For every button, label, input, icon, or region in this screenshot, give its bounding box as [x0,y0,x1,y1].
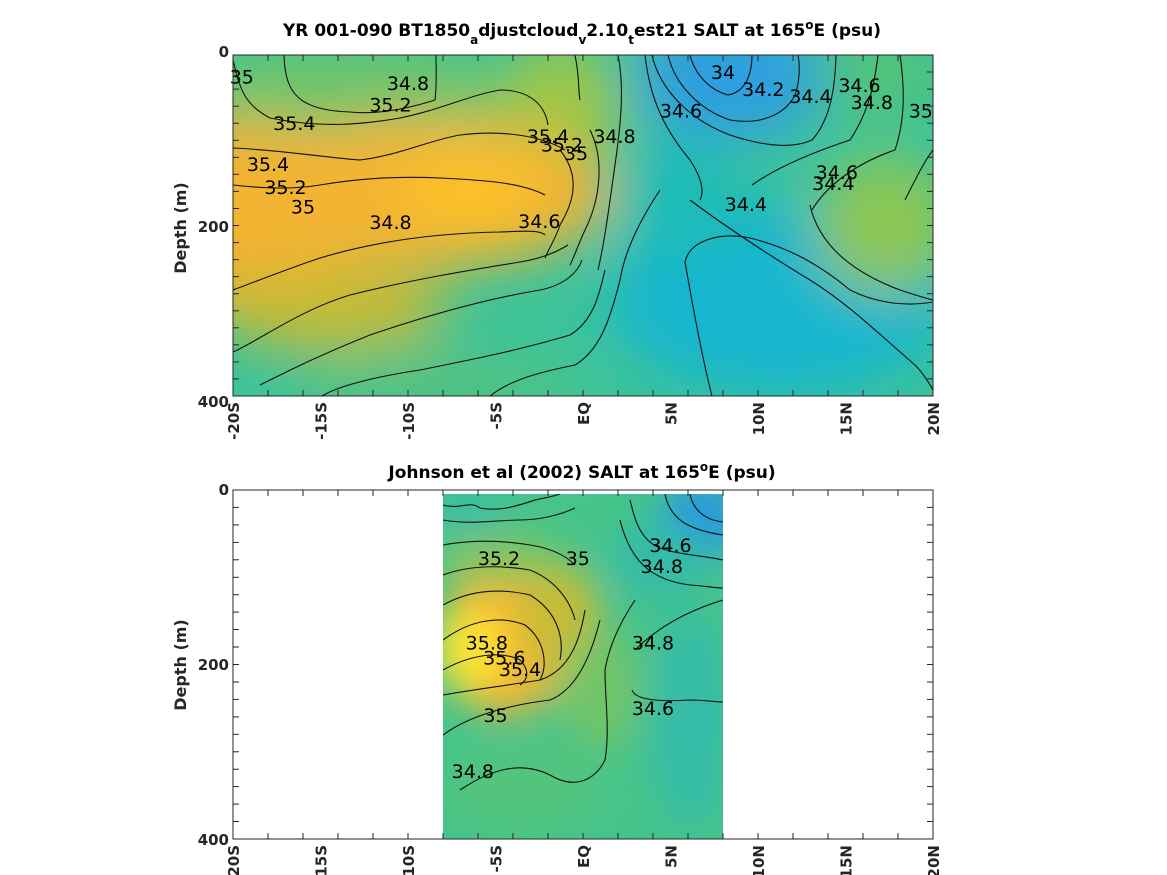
top-xtick-label-7: 15N [838,402,856,435]
top-contour-label-14: 34 [711,62,735,84]
bottom-xtick-label-8: 20N [925,845,943,875]
top-contour-label-5: 35.2 [264,177,306,199]
bottom-contour-label-3: 34.8 [641,556,683,578]
bottom-xtick-label-7: 15N [838,845,856,875]
bottom-xtick-label-4: EQ [575,845,593,868]
top-xtick-label-5: 5N [663,402,681,425]
bottom-contour-label-10: 34.8 [452,761,494,783]
top-contour-label-4: 35.4 [247,154,289,176]
top-contour-label-6: 35 [291,197,315,219]
bottom-panel: Johnson et al (2002) SALT at 165oE (psu) [171,460,943,875]
top-contour-label-12: 34.8 [593,126,635,148]
bottom-xtick-label-2: -10S [400,845,418,875]
bottom-x-tick-labels: -20S -15S -10S -5S EQ 5N 10N 15N 20N [225,845,943,875]
top-contour-label-2: 35.2 [369,94,411,116]
top-x-tick-labels: -20S -15S -10S -5S EQ 5N 10N 15N 20N [225,402,943,440]
bottom-ytick-0: 0 [219,481,229,499]
top-contour-lines [233,55,933,396]
top-contour-label-15: 34.2 [742,79,784,101]
bottom-contour-label-4: 35.8 [466,633,508,655]
top-contour-label-20: 34.4 [725,194,767,216]
bottom-ytick-400: 400 [198,831,229,849]
top-contour-label-17: 34.6 [838,75,880,97]
bottom-xtick-label-6: 10N [750,845,768,875]
bottom-xtick-label-1: -15S [313,845,331,875]
bottom-y-axis-label: Depth (m) [171,619,190,711]
top-contour-label-18: 34.8 [851,92,893,114]
top-contour-label-3: 35.4 [273,113,315,135]
bottom-contour-label-1: 35 [566,548,590,570]
top-contour-label-8: 34.6 [518,211,560,233]
top-xtick-label-0: -20S [225,402,243,440]
bottom-xtick-label-5: 5N [663,845,681,868]
top-contour-label-22: 34.4 [812,173,854,195]
top-xtick-label-6: 10N [750,402,768,435]
bottom-contour-label-9: 34.6 [632,698,674,720]
bottom-contour-label-7: 34.8 [632,633,674,655]
bottom-contour-label-5: 35.6 [483,648,525,670]
top-xtick-label-8: 20N [925,402,943,435]
bottom-contour-label-6: 35.4 [499,659,541,681]
bottom-contour-label-8: 35 [483,705,507,727]
top-ytick-0: 0 [219,43,229,61]
top-xtick-label-4: EQ [575,402,593,425]
top-ytick-400: 400 [198,393,229,411]
bottom-xtick-label-3: -5S [488,845,506,872]
top-ytick-200: 200 [198,218,229,236]
top-contour-label-1: 34.8 [387,73,429,95]
top-xtick-label-3: -5S [488,402,506,429]
bottom-ytick-200: 200 [198,656,229,674]
top-contour-label-7: 34.8 [369,212,411,234]
bottom-panel-title: Johnson et al (2002) SALT at 165oE (psu) [387,460,775,483]
bottom-contour-label-0: 35.2 [478,548,520,570]
bottom-tick-marks [232,489,934,840]
top-contour-label-11: 35 [564,143,588,165]
top-xtick-label-2: -10S [400,402,418,440]
bottom-xtick-label-0: -20S [225,845,243,875]
top-contour-label-13: 34.6 [660,100,702,122]
top-panel-title: YR 001-090 BT1850adjustcloudv2.10test21 … [282,18,881,47]
bottom-salinity-field [443,494,723,839]
top-xtick-label-1: -15S [313,402,331,440]
top-contour-label-16: 34.4 [789,86,831,108]
top-panel: YR 001-090 BT1850adjustcloudv2.10test21 … [171,18,943,440]
top-y-axis-label: Depth (m) [171,182,190,274]
top-contour-label-10: 35.2 [541,135,583,157]
top-contour-label-21: 34.6 [816,162,858,184]
top-salinity-field [233,55,933,396]
bottom-contour-lines [443,494,723,791]
top-tick-marks [232,54,934,397]
top-contour-label-9: 35.4 [527,126,569,148]
top-contour-label-19: 35 [909,100,933,122]
bottom-contour-label-2: 34.6 [649,535,691,557]
